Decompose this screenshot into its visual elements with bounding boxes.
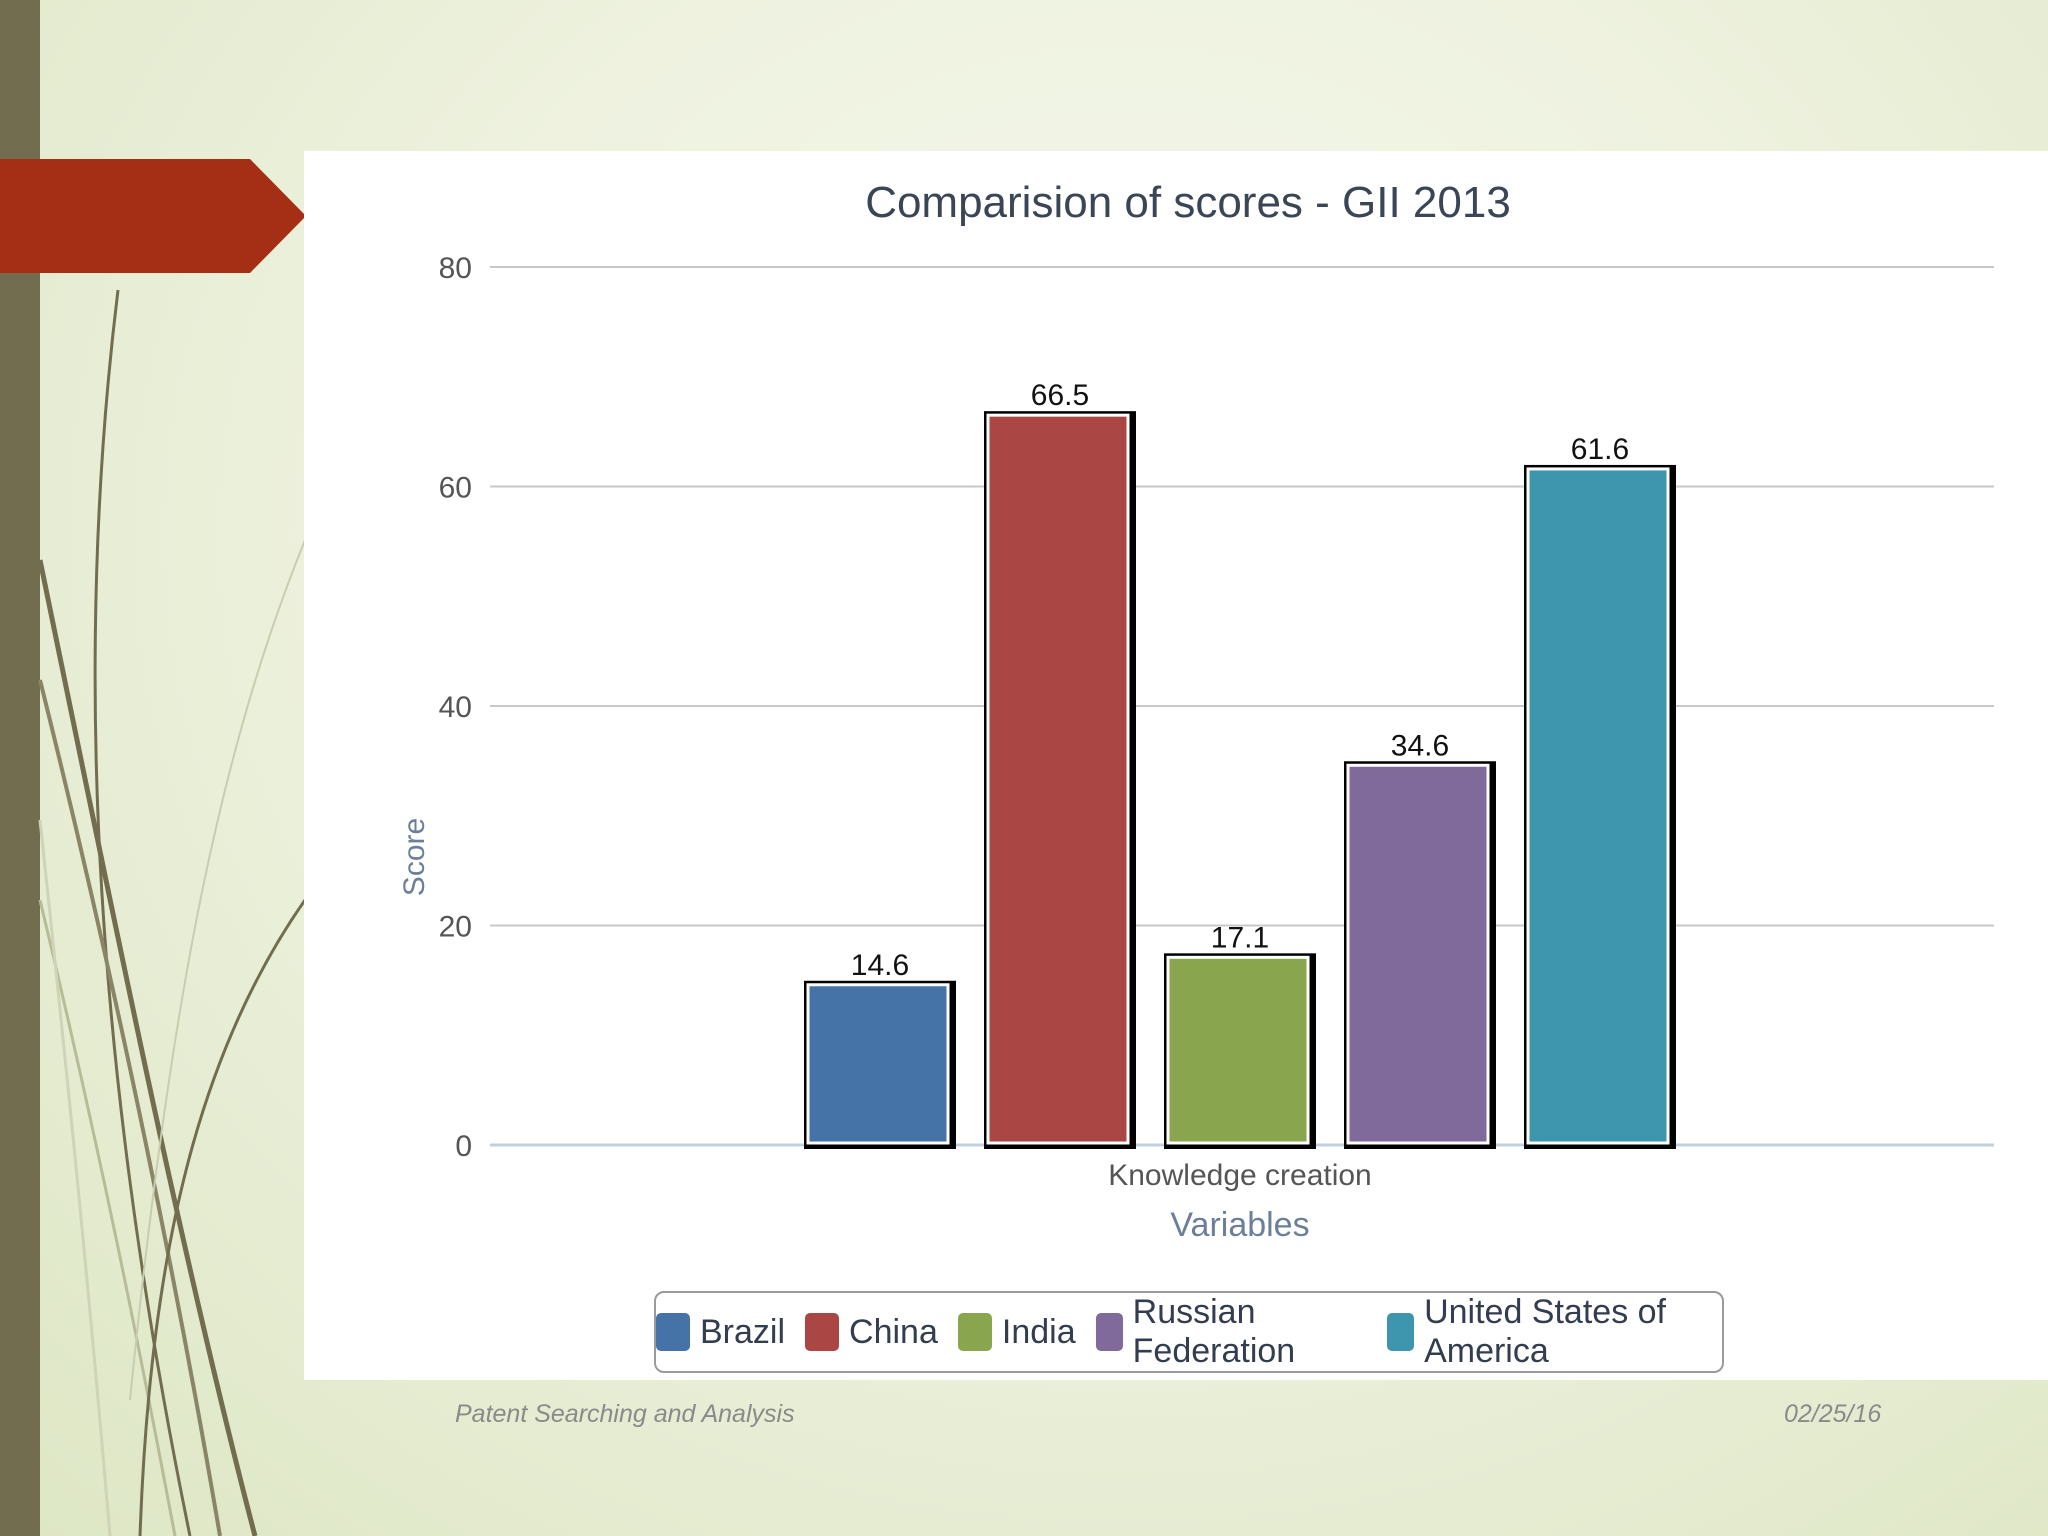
legend-item-china[interactable]: China bbox=[805, 1313, 938, 1352]
chart-legend: Brazil China India Russian Federation United… bbox=[654, 1291, 1724, 1373]
y-axis-label: Score bbox=[398, 818, 431, 896]
legend-swatch bbox=[1095, 1313, 1123, 1351]
data-label: 61.6 bbox=[1571, 433, 1629, 466]
legend-item-brazil[interactable]: Brazil bbox=[656, 1313, 785, 1352]
footer-title: Patent Searching and Analysis bbox=[455, 1400, 795, 1428]
legend-item-united-states-of-america[interactable]: United States of America bbox=[1387, 1293, 1722, 1371]
bar-brazil[interactable] bbox=[806, 983, 950, 1145]
legend-label: Brazil bbox=[700, 1312, 786, 1351]
y-tick-label: 0 bbox=[455, 1130, 472, 1163]
legend-item-india[interactable]: India bbox=[957, 1312, 1076, 1352]
x-axis-label: Variables bbox=[1170, 1206, 1309, 1244]
bar-china[interactable] bbox=[986, 413, 1130, 1145]
bar-chart: Comparision of scores - GII 2013 0 20 40 60… bbox=[398, 178, 1994, 1244]
y-tick-label: 60 bbox=[439, 472, 472, 505]
legend-swatch bbox=[805, 1313, 840, 1351]
y-tick-label: 80 bbox=[439, 252, 472, 285]
legend-swatch bbox=[656, 1313, 690, 1351]
legend-label: United States of America bbox=[1424, 1293, 1666, 1370]
legend-label: China bbox=[849, 1312, 938, 1351]
legend-swatch bbox=[957, 1313, 992, 1351]
legend-label: Russian Federation bbox=[1132, 1293, 1296, 1370]
bar-india[interactable] bbox=[1166, 955, 1310, 1145]
red-arrow-marker bbox=[0, 159, 306, 273]
data-label: 17.1 bbox=[1211, 921, 1269, 954]
bar-russian-federation[interactable] bbox=[1346, 763, 1490, 1145]
grid-lines bbox=[490, 266, 1994, 1147]
legend-item-russian-federation[interactable]: Russian Federation bbox=[1095, 1293, 1367, 1371]
legend-swatch bbox=[1387, 1313, 1415, 1351]
data-label: 34.6 bbox=[1391, 729, 1449, 762]
legend-label: India bbox=[1001, 1312, 1076, 1351]
chart-panel: Comparision of scores - GII 2013 0 20 40 60… bbox=[304, 151, 2048, 1380]
y-tick-label: 20 bbox=[439, 911, 472, 944]
y-axis-ticks: 0 20 40 60 80 bbox=[439, 252, 472, 1163]
x-category-label: Knowledge creation bbox=[1108, 1159, 1372, 1192]
data-label: 66.5 bbox=[1031, 379, 1089, 412]
decorative-grass-strokes bbox=[37, 289, 307, 1536]
bars bbox=[804, 411, 1676, 1150]
data-label: 14.6 bbox=[851, 949, 909, 982]
y-tick-label: 40 bbox=[439, 691, 472, 724]
bar-united-states-of-america[interactable] bbox=[1526, 467, 1670, 1145]
chart-title: Comparision of scores - GII 2013 bbox=[865, 178, 1511, 227]
footer-date: 02/25/16 bbox=[1784, 1400, 1882, 1428]
data-labels: 14.6 66.5 17.1 34.6 61.6 bbox=[851, 379, 1629, 982]
